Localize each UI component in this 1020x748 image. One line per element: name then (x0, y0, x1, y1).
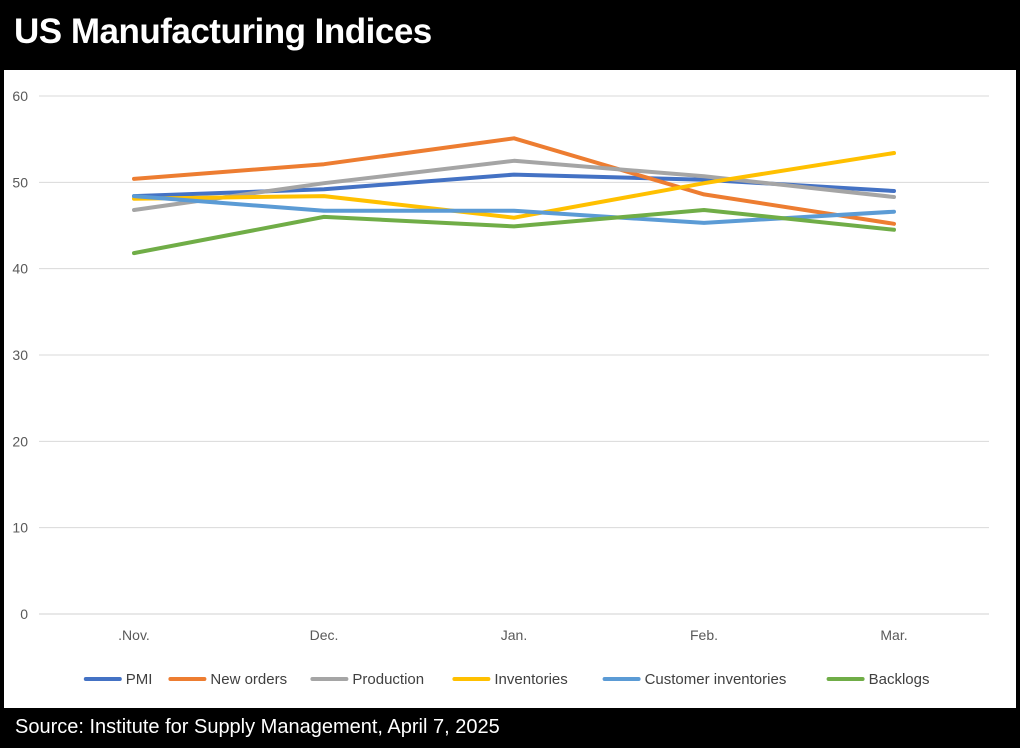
series-line-inventories (132, 151, 896, 220)
line-chart: 0 10 20 30 40 50 60 .Nov. Dec. Jan. Feb. Mar. PMI N… (12, 88, 989, 688)
y-tick-label: 50 (12, 174, 28, 190)
source-note: Source: Institute for Supply Management,… (15, 716, 500, 738)
title-bar: US Manufacturing Indices (0, 0, 1020, 70)
legend-label: PMI (126, 671, 153, 688)
x-tick-label: Mar. (880, 627, 907, 643)
plot-panel: 0 10 20 30 40 50 60 .Nov. Dec. Jan. Feb. Mar. PMI N… (4, 70, 1016, 708)
y-tick-label: 0 (20, 606, 28, 622)
x-tick-label: Jan. (501, 627, 527, 643)
legend-item: Customer inventories (602, 671, 787, 688)
x-tick-label: Feb. (690, 627, 718, 643)
legend-label: Inventories (494, 671, 567, 688)
source-bar: Source: Institute for Supply Management,… (0, 708, 1020, 748)
series-line-backlogs (132, 208, 896, 256)
y-axis-tick-labels: 0 10 20 30 40 50 60 (12, 88, 28, 622)
y-tick-label: 10 (12, 520, 28, 536)
legend-item: PMI (83, 671, 153, 688)
x-axis-tick-labels: .Nov. Dec. Jan. Feb. Mar. (118, 627, 907, 643)
legend-item: Backlogs (826, 671, 930, 688)
legend-item: New orders (168, 671, 287, 688)
series-line-production (132, 158, 896, 212)
y-tick-label: 40 (12, 261, 28, 277)
legend-label: Production (352, 671, 424, 688)
series-lines (132, 136, 896, 256)
x-tick-label: Dec. (310, 627, 339, 643)
y-tick-label: 30 (12, 347, 28, 363)
legend-item: Production (310, 671, 424, 688)
legend-item: Inventories (452, 671, 568, 688)
gridlines (39, 95, 989, 615)
legend-label: Customer inventories (645, 671, 787, 688)
y-tick-label: 20 (12, 433, 28, 449)
legend-label: Backlogs (869, 671, 930, 688)
series-line-new-orders (132, 136, 896, 226)
legend-label: New orders (210, 671, 287, 688)
series-line-customer-inventories (132, 194, 896, 225)
x-tick-label: .Nov. (118, 627, 150, 643)
chart-title: US Manufacturing Indices (14, 12, 432, 51)
y-tick-label: 60 (12, 88, 28, 104)
legend: PMI New orders Production Inventories Custom… (83, 671, 930, 688)
